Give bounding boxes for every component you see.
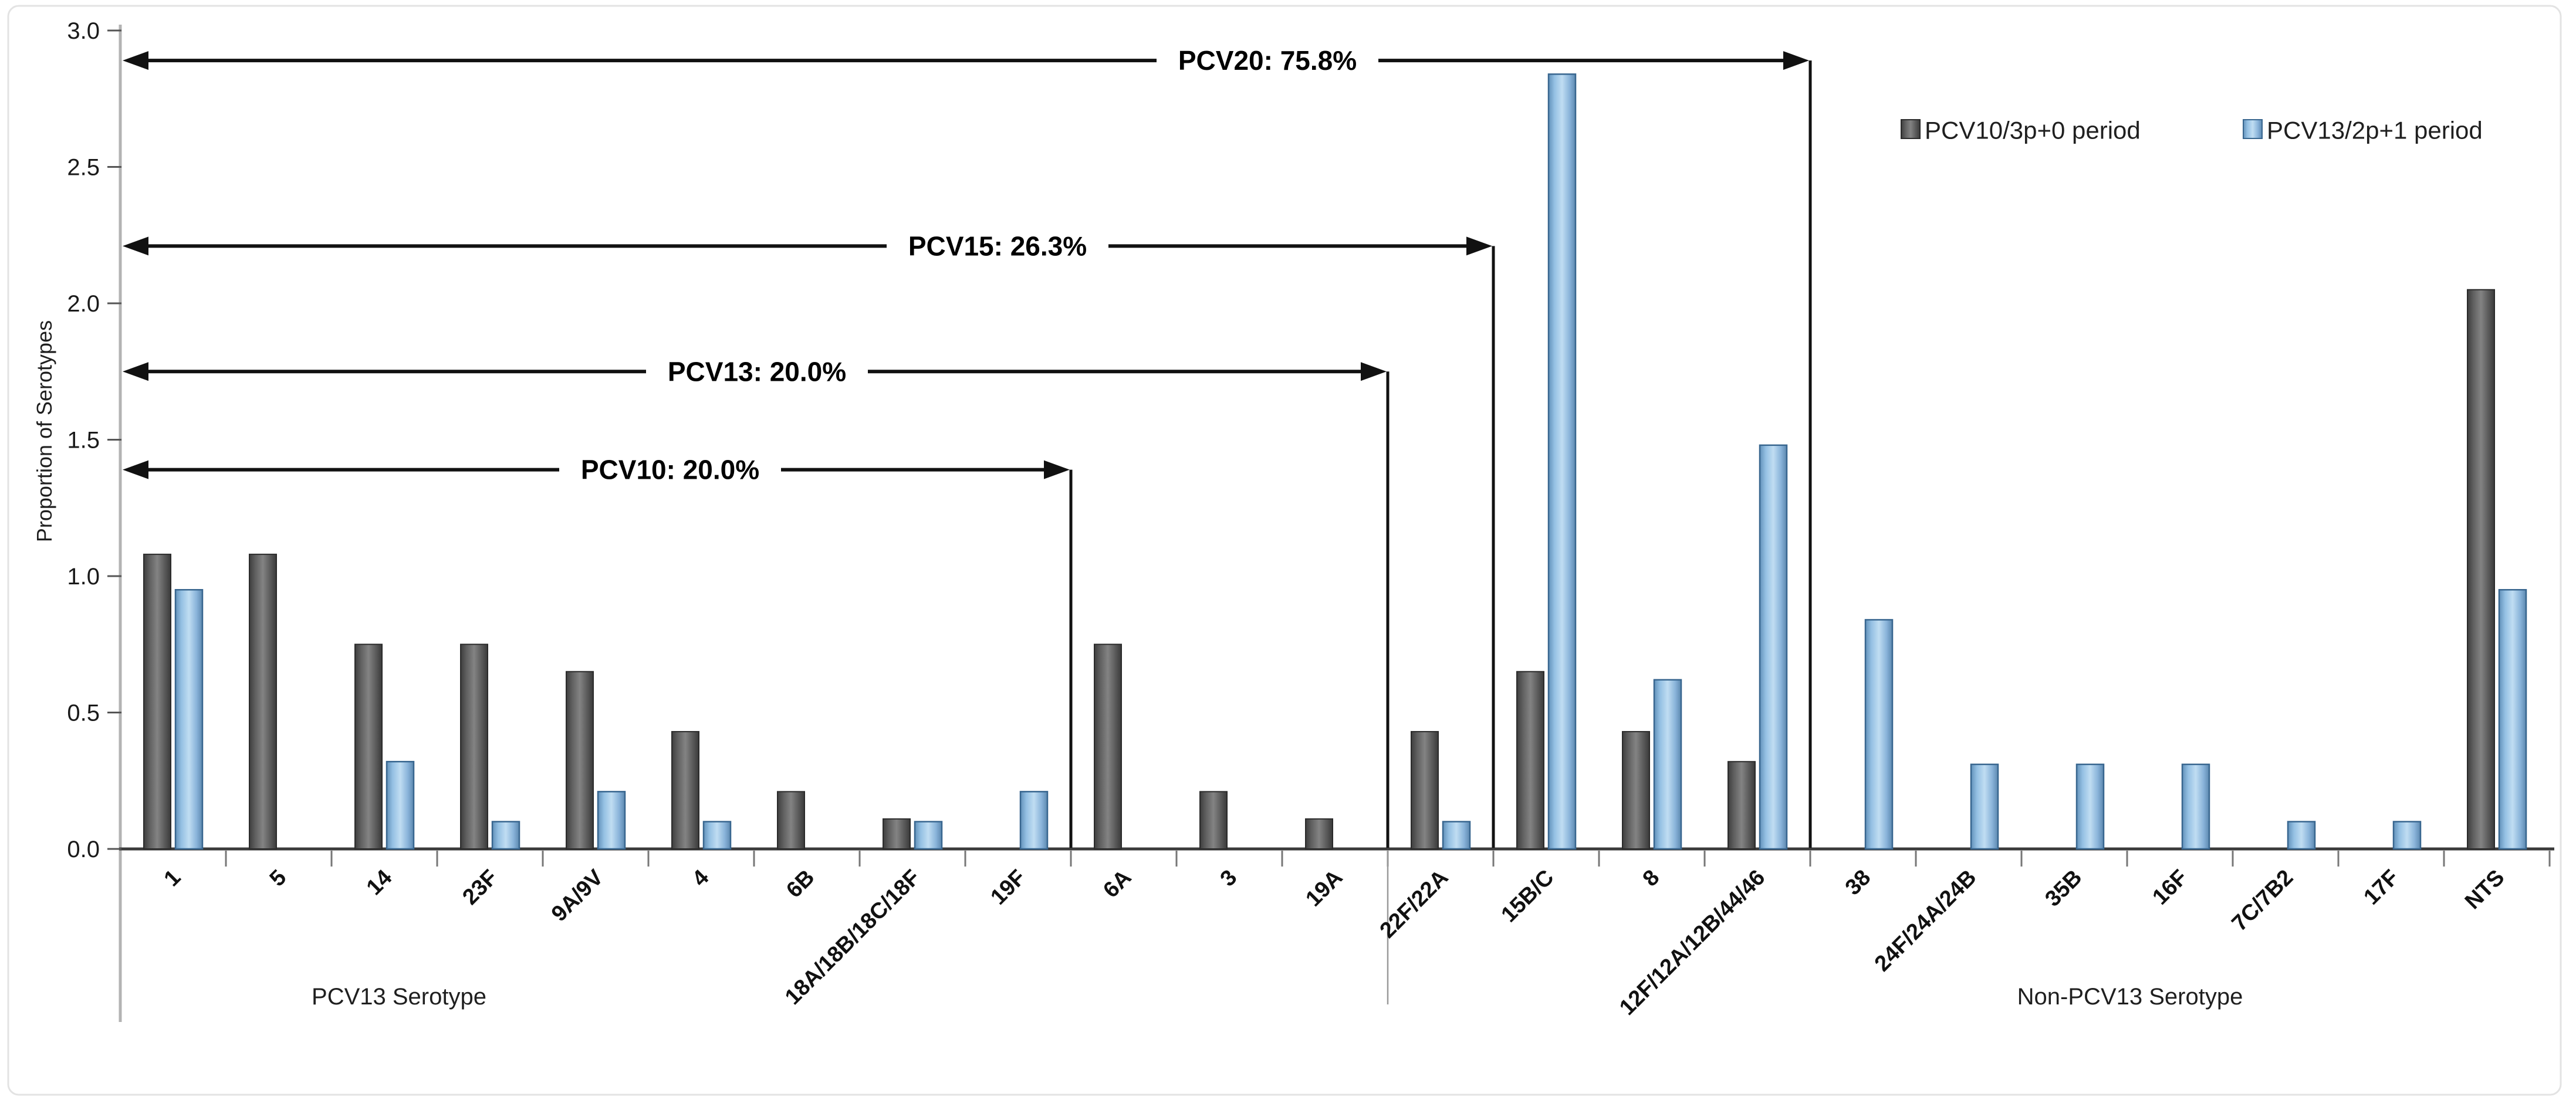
annotation-left-arrowhead [123,460,148,479]
bar-pcv13-period-22F/22A [1442,821,1471,850]
y-tick-label: 1.0 [67,564,100,590]
y-tick-label: 0.0 [67,837,100,862]
legend-swatch-pcv10-period [1901,119,1921,139]
card-frame [7,5,2562,1096]
bars-layer [143,73,2527,850]
annotations-layer: PCV10: 20.0% PCV13: 20.0% PCV15: 26.3% PCV2… [123,45,1812,848]
bar-pcv10-period-23F [460,644,488,850]
bar-pcv10-period-4 [671,731,699,850]
y-tick-label: 2.0 [67,291,100,317]
bar-pcv10-period-19A [1305,818,1333,850]
bar-pcv10-period-6B [777,791,805,850]
bar-pcv10-period-18A/18B/18C/18F [883,818,911,850]
legend-swatch-pcv13-period [2243,119,2263,139]
bar-pcv13-period-15B/C [1547,73,1577,850]
bar-pcv10-period-15B/C [1516,671,1544,850]
group-label-pcv13-serotype: PCV13 Serotype [312,984,486,1010]
legend: PCV10/3p+0 period PCV13/2p+1 period [1901,116,2483,144]
bar-pcv10-period-1 [143,553,171,850]
annotation-left-arrowhead [123,236,148,256]
bar-pcv10-period-12F/12A/12B/44/46 [1728,761,1756,850]
y-tick-label: 0.5 [67,700,100,726]
bar-pcv13-period-7C/7B2 [2287,821,2316,850]
bar-pcv10-period-NTS [2467,289,2495,850]
bar-pcv13-period-18A/18B/18C/18F [914,821,943,850]
y-tick-label: 1.5 [67,428,100,454]
annotation-label: PCV13: 20.0% [668,356,846,387]
annotation-label: PCV10: 20.0% [581,455,759,485]
bar-pcv13-period-35B [2075,763,2105,850]
bar-pcv13-period-38 [1864,619,1894,850]
bar-pcv13-period-NTS [2498,589,2527,850]
bar-pcv10-period-9A/9V [566,671,594,850]
bar-pcv13-period-12F/12A/12B/44/46 [1759,444,1788,850]
annotation-label: PCV15: 26.3% [908,231,1087,261]
bar-pcv13-period-16F [2181,763,2210,850]
y-axis-title: Proportion of Serotypes [32,320,56,542]
bar-pcv13-period-1 [174,589,204,850]
annotation-right-arrowhead [1466,236,1492,256]
bar-pcv10-period-3 [1199,791,1228,850]
bar-pcv13-period-9A/9V [597,791,626,850]
bar-pcv10-period-14 [354,644,383,850]
bar-pcv13-period-23F [491,821,520,850]
bar-pcv10-period-5 [249,553,277,850]
bar-pcv13-period-17F [2392,821,2422,850]
annotation-right-arrowhead [1044,460,1070,479]
bar-pcv13-period-4 [702,821,732,850]
legend-label-pcv13-period: PCV13/2p+1 period [2267,116,2483,144]
annotation-label: PCV20: 75.8% [1178,45,1357,76]
y-tick-label: 2.5 [67,155,100,181]
bar-pcv10-period-22F/22A [1411,731,1439,850]
annotation-left-arrowhead [123,362,148,381]
group-label-non-pcv13-serotype: Non-PCV13 Serotype [2017,984,2243,1010]
annotation-right-arrowhead [1783,51,1809,70]
annotation-left-arrowhead [123,51,148,70]
bar-pcv10-period-6A [1094,644,1122,850]
annotation-right-arrowhead [1361,362,1387,381]
y-tick-label: 3.0 [67,18,100,44]
bar-pcv13-period-8 [1653,679,1682,850]
bar-pcv13-period-24F/24A/24B [1970,763,1999,850]
bar-pcv13-period-19F [1019,791,1049,850]
bar-pcv13-period-14 [386,760,415,850]
bar-pcv10-period-8 [1622,731,1650,850]
legend-label-pcv10-period: PCV10/3p+0 period [1925,116,2141,144]
